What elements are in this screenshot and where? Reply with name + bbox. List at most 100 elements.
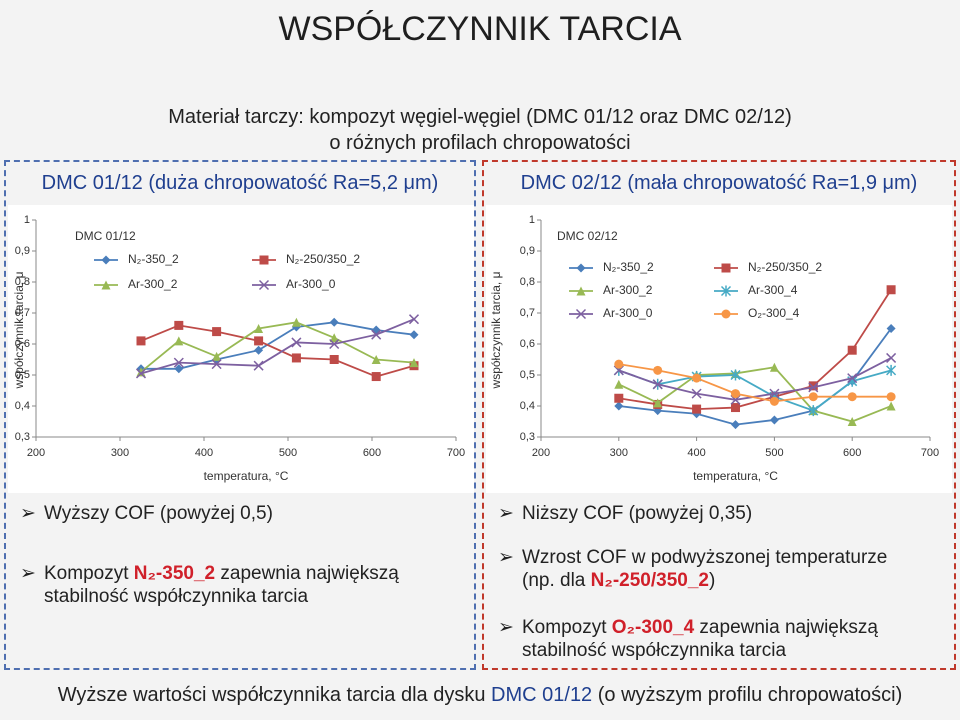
y-tick-label: 0,5 xyxy=(520,369,535,381)
bullet: Wyższy COF (powyżej 0,5) xyxy=(20,502,273,525)
x-tick-label: 600 xyxy=(843,447,861,459)
y-tick-label: 0,9 xyxy=(520,245,535,257)
y-axis-title: współczynnik tarcia, μ xyxy=(12,271,26,389)
x-axis-title: temperatura, °C xyxy=(204,469,289,483)
series-line xyxy=(140,324,415,378)
bullet: Wzrost COF w podwyższonej temperaturze(n… xyxy=(498,546,887,592)
y-tick-label: 0,8 xyxy=(520,276,535,288)
chart-title: DMC 01/12 xyxy=(75,229,136,243)
marker xyxy=(371,355,381,364)
emphasized-text: O₂-300_4 xyxy=(611,617,695,638)
text: Kompozyt xyxy=(44,563,134,584)
marker xyxy=(174,320,184,330)
marker xyxy=(614,393,624,403)
bullet-line: Wyższy COF (powyżej 0,5) xyxy=(44,502,273,525)
marker xyxy=(808,392,818,402)
legend-label: N₂-350_2 xyxy=(603,260,654,274)
marker xyxy=(259,255,269,265)
legend-label: Ar-300_2 xyxy=(128,277,178,291)
legend-label: Ar-300_4 xyxy=(748,283,798,297)
y-tick-label: 0,6 xyxy=(520,338,535,350)
subtitle: Materiał tarczy: kompozyt węgiel-węgiel … xyxy=(0,104,960,156)
y-tick-label: 0,4 xyxy=(520,400,535,412)
text: zapewnia największą xyxy=(694,617,878,638)
marker xyxy=(691,388,702,399)
bullet-line: Kompozyt O₂-300_4 zapewnia największą xyxy=(522,616,878,639)
marker xyxy=(409,330,419,340)
bullet: Kompozyt N₂-350_2 zapewnia największąsta… xyxy=(20,562,399,608)
marker xyxy=(614,379,624,389)
marker xyxy=(730,369,741,381)
marker xyxy=(576,263,586,273)
marker xyxy=(174,336,184,346)
y-tick-label: 0,7 xyxy=(15,307,30,319)
marker xyxy=(808,381,818,391)
chart-background xyxy=(8,205,474,493)
marker xyxy=(731,389,740,399)
x-tick-label: 400 xyxy=(195,447,213,459)
marker xyxy=(136,367,146,377)
subtitle-line: Materiał tarczy: kompozyt węgiel-węgiel … xyxy=(168,106,792,128)
series-line xyxy=(618,363,892,403)
y-tick-label: 1 xyxy=(24,214,30,226)
marker xyxy=(212,351,222,361)
marker xyxy=(886,285,896,295)
marker xyxy=(847,373,858,384)
text: (np. dla xyxy=(522,570,591,591)
bullet-line: Kompozyt N₂-350_2 zapewnia największą xyxy=(44,562,399,585)
marker xyxy=(254,324,264,333)
marker xyxy=(721,309,731,319)
marker xyxy=(409,358,419,368)
text: Kompozyt xyxy=(522,617,612,638)
marker xyxy=(653,398,663,408)
y-tick-label: 0,9 xyxy=(15,245,30,257)
marker xyxy=(101,280,111,290)
chart-background xyxy=(486,205,952,493)
legend-label: O₂-300_4 xyxy=(748,306,800,320)
legend-label: N₂-250/350_2 xyxy=(748,260,822,274)
marker xyxy=(769,396,779,406)
marker xyxy=(329,317,339,327)
x-axis-title: temperatura, °C xyxy=(693,469,778,483)
marker xyxy=(614,401,624,411)
marker xyxy=(135,368,147,379)
text: (o wyższym profilu chropowatości) xyxy=(592,684,903,706)
marker xyxy=(173,357,184,368)
x-tick-label: 200 xyxy=(532,447,550,459)
marker xyxy=(652,379,663,390)
marker xyxy=(254,345,264,355)
series-line xyxy=(141,321,415,370)
series-line xyxy=(140,321,415,373)
marker xyxy=(258,279,270,291)
slide-title: WSPÓŁCZYNNIK TARCIA xyxy=(278,10,682,48)
subtitle-line: o różnych profilach chropowatości xyxy=(329,132,631,154)
legend-label: N₂-350_2 xyxy=(128,252,179,266)
x-tick-label: 200 xyxy=(27,447,45,459)
y-tick-label: 1 xyxy=(529,214,535,226)
marker xyxy=(847,392,857,402)
x-tick-label: 400 xyxy=(687,447,705,459)
y-axis-title: współczynnik tarcia, μ xyxy=(489,271,503,389)
marker xyxy=(371,372,381,382)
emphasized-text: N₂-350_2 xyxy=(133,563,216,584)
bullet-line: stabilność współczynnika tarcia xyxy=(522,639,878,662)
bullet-line: (np. dla N₂-250/350_2) xyxy=(522,569,887,592)
marker xyxy=(769,362,779,372)
legend-label: Ar-300_0 xyxy=(286,277,336,291)
y-tick-label: 0,7 xyxy=(520,307,535,319)
panel-heading: DMC 01/12 (duża chropowatość Ra=5,2 μm) xyxy=(41,172,439,194)
emphasized-text: N₂-250/350_2 xyxy=(590,570,709,591)
marker xyxy=(769,415,779,425)
y-tick-label: 0,5 xyxy=(15,369,30,381)
text: zapewnia największą xyxy=(215,563,399,584)
panel-heading: DMC 02/12 (mała chropowatość Ra=1,9 μm) xyxy=(520,172,918,194)
marker xyxy=(254,336,264,346)
marker xyxy=(847,345,857,355)
text: Wzrost COF w podwyższonej temperaturze xyxy=(522,547,888,568)
marker xyxy=(721,263,731,273)
x-tick-label: 300 xyxy=(610,447,628,459)
marker xyxy=(731,420,740,430)
marker xyxy=(720,285,732,297)
series-line xyxy=(618,289,892,411)
